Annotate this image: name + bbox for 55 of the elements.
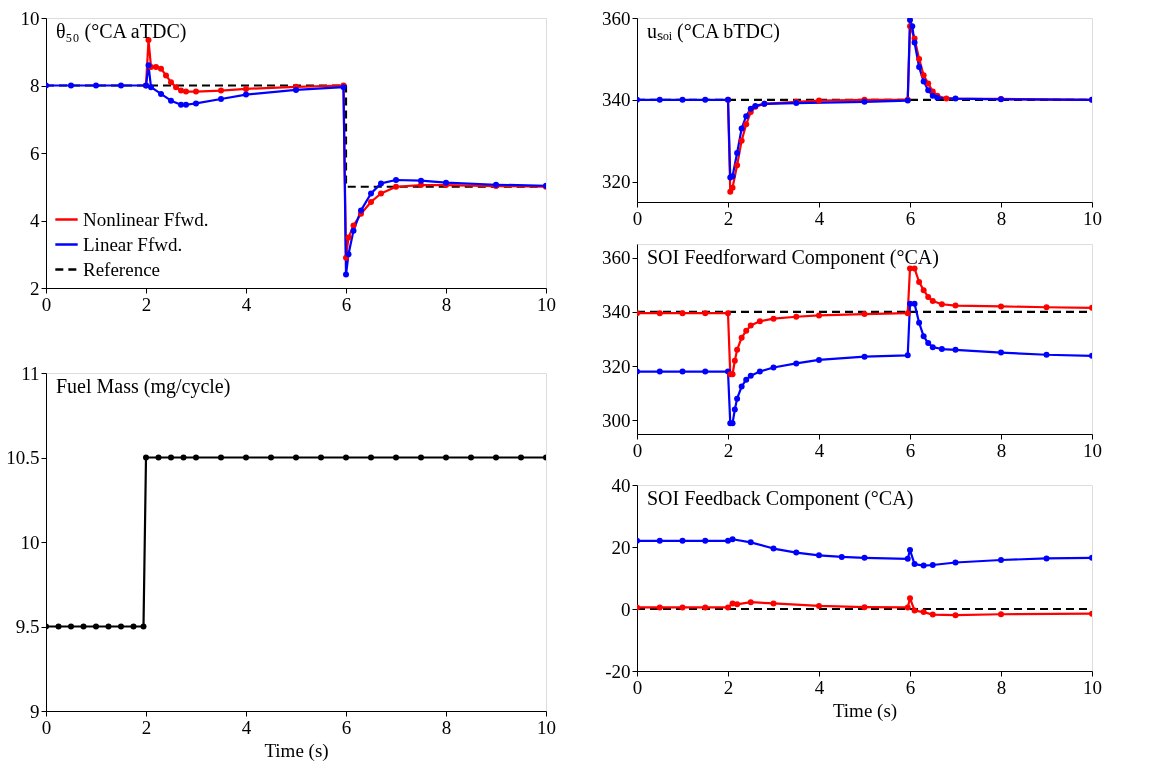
- chart-title: SOI Feedforward Component (°CA): [647, 246, 939, 269]
- x-tick-label: 2: [723, 207, 734, 229]
- y-tick-label: 2: [30, 277, 40, 299]
- y-tick-label: 340: [602, 301, 631, 323]
- legend-label: Reference: [83, 258, 160, 280]
- y-tick-label: 360: [602, 7, 631, 29]
- x-tick-label: 6: [341, 716, 352, 738]
- x-axis-title: Time (s): [832, 699, 898, 722]
- y-tick-label: 300: [602, 409, 631, 431]
- y-tick-label: 11: [21, 362, 40, 384]
- chart-title: SOI Feedback Component (°CA): [647, 487, 914, 510]
- y-tick-label: -20: [605, 660, 631, 682]
- y-tick-label: 10: [20, 531, 40, 553]
- x-tick-label: 8: [996, 439, 1007, 461]
- x-tick-label: 6: [905, 207, 916, 229]
- x-tick-label: 10: [1083, 676, 1102, 698]
- y-tick-label: 9.5: [15, 616, 40, 637]
- x-tick-label: 10: [537, 716, 556, 738]
- x-tick-label: 6: [905, 439, 916, 461]
- y-tick-label: 6: [30, 142, 40, 164]
- y-tick-label: 8: [30, 75, 40, 96]
- y-tick-label: 10: [20, 7, 40, 29]
- y-tick-label: 320: [602, 171, 631, 193]
- x-tick-label: 8: [441, 293, 452, 315]
- x-tick-label: 6: [341, 293, 352, 315]
- legend-label: Linear Ffwd.: [83, 233, 183, 255]
- y-tick-label: 320: [602, 355, 631, 377]
- x-tick-label: 8: [996, 207, 1007, 229]
- legend-label: Nonlinear Ffwd.: [83, 208, 209, 230]
- x-tick-label: 2: [141, 293, 152, 315]
- y-tick-label: 20: [611, 536, 631, 558]
- x-tick-label: 4: [814, 676, 825, 698]
- x-tick-label: 2: [141, 716, 152, 738]
- x-tick-label: 2: [723, 439, 734, 461]
- x-tick-label: 8: [441, 716, 452, 738]
- x-tick-label: 10: [537, 293, 556, 315]
- chart-title: Fuel Mass (mg/cycle): [56, 375, 231, 398]
- y-tick-label: 40: [611, 474, 631, 496]
- x-tick-label: 10: [1083, 207, 1102, 229]
- y-tick-label: 360: [602, 247, 631, 269]
- x-tick-label: 4: [241, 716, 252, 738]
- y-tick-label: 10.5: [6, 447, 40, 468]
- y-tick-label: 9: [30, 700, 40, 722]
- y-tick-label: 340: [602, 89, 631, 111]
- chart-title: θ₅₀ (°CA aTDC): [56, 20, 187, 43]
- x-tick-label: 4: [814, 439, 825, 461]
- x-tick-label: 4: [241, 293, 252, 315]
- x-tick-label: 8: [996, 676, 1007, 698]
- x-tick-label: 4: [814, 207, 825, 229]
- y-tick-label: 0: [621, 598, 631, 620]
- x-tick-label: 2: [723, 676, 734, 698]
- x-axis-title: Time (s): [264, 739, 329, 762]
- x-tick-label: 10: [1083, 439, 1102, 461]
- x-tick-label: 6: [905, 676, 916, 698]
- chart-title: uₛₒᵢ (°CA bTDC): [647, 20, 781, 43]
